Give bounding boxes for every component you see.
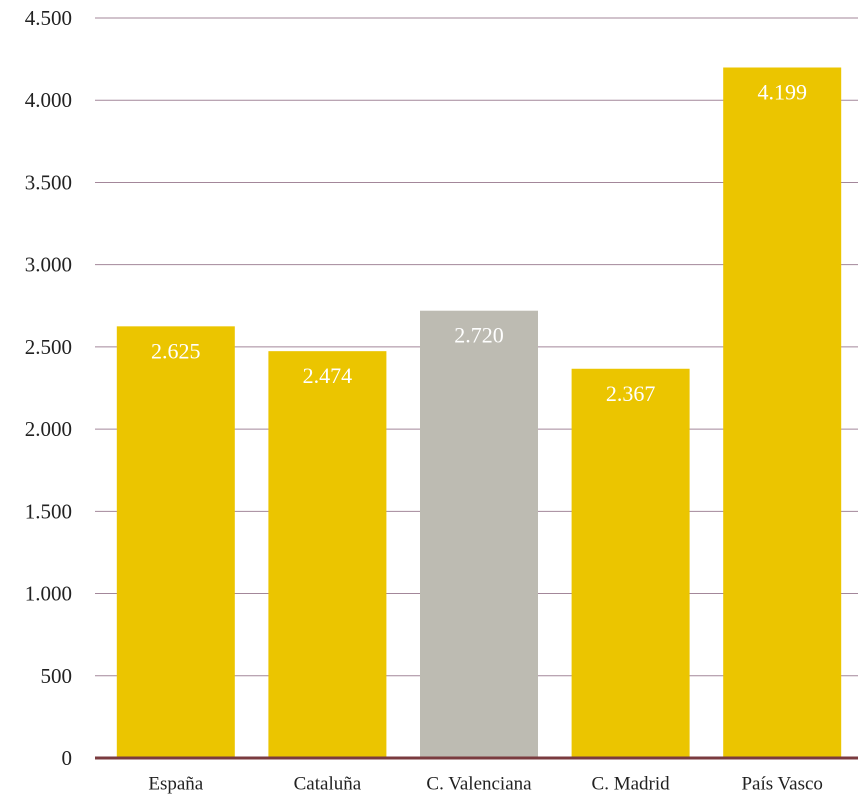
y-tick-label: 2.000 bbox=[25, 417, 72, 441]
x-tick-label: España bbox=[148, 774, 203, 795]
x-tick-label: Cataluña bbox=[294, 774, 362, 795]
x-tick-label: C. Madrid bbox=[592, 774, 671, 795]
data-label: 2.720 bbox=[454, 323, 504, 348]
bar bbox=[268, 351, 387, 758]
data-label: 4.199 bbox=[757, 79, 807, 104]
bar bbox=[571, 368, 690, 758]
bar bbox=[723, 67, 842, 758]
y-tick-label: 500 bbox=[41, 664, 73, 688]
y-tick-label: 1.500 bbox=[25, 499, 72, 523]
y-tick-label: 0 bbox=[62, 746, 73, 770]
bars bbox=[116, 67, 842, 758]
y-tick-label: 4.500 bbox=[25, 6, 72, 30]
y-tick-label: 3.500 bbox=[25, 170, 72, 194]
y-tick-label: 2.500 bbox=[25, 335, 72, 359]
y-tick-label: 3.000 bbox=[25, 253, 72, 277]
bar bbox=[420, 310, 538, 758]
x-tick-label: País Vasco bbox=[741, 774, 822, 795]
data-label: 2.625 bbox=[151, 338, 201, 363]
x-tick-label: C. Valenciana bbox=[426, 774, 532, 795]
data-label: 2.474 bbox=[303, 363, 353, 388]
data-label: 2.367 bbox=[606, 381, 656, 406]
y-tick-label: 4.000 bbox=[25, 88, 72, 112]
y-tick-label: 1.000 bbox=[25, 582, 72, 606]
y-axis-tick-labels: 0 500 1.000 1.500 2.000 2.500 3.000 3.500 4.000 4… bbox=[25, 6, 72, 770]
data-labels: 2.625 2.474 2.720 2.367 4.199 bbox=[151, 79, 807, 405]
bar bbox=[116, 326, 235, 758]
x-axis-category-labels: España Cataluña C. Valenciana C. Madrid País… bbox=[148, 774, 823, 795]
